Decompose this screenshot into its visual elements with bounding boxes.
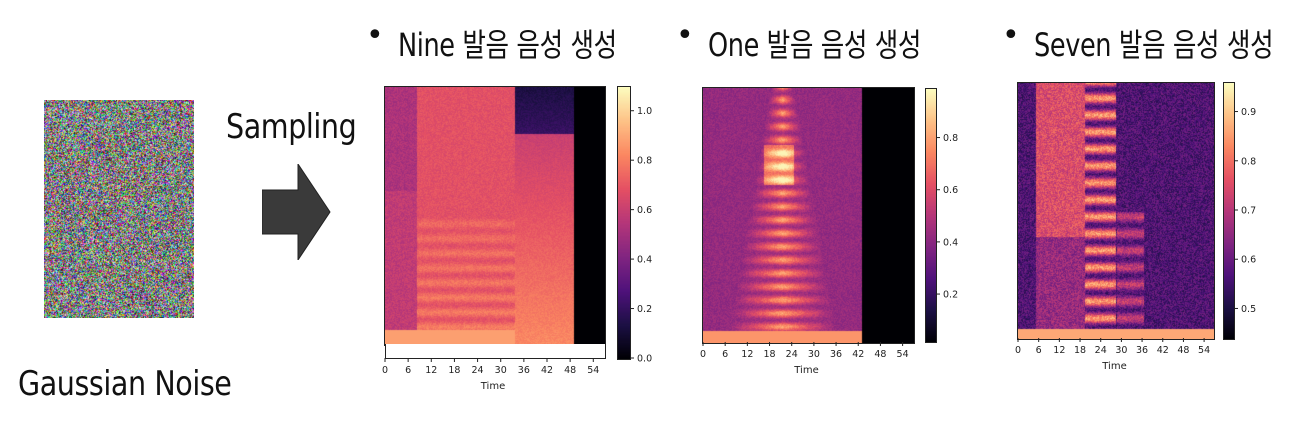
gaussian-noise-image bbox=[44, 100, 194, 318]
panel-3-colorbar bbox=[1223, 82, 1235, 340]
x-tick-label: 18 bbox=[448, 365, 460, 376]
x-tick-label: 30 bbox=[808, 349, 820, 360]
x-axis-label: Time bbox=[1101, 361, 1126, 372]
panel-2-colorbar-axis: 0.8 0.6 0.4 0.2 bbox=[936, 133, 958, 301]
panel-2-bullet: • bbox=[676, 18, 694, 53]
x-tick-label: 18 bbox=[1074, 345, 1086, 356]
colorbar-tick-label: 0.6 bbox=[943, 185, 958, 196]
x-tick-label: 24 bbox=[472, 365, 484, 376]
x-tick-label: 0 bbox=[700, 349, 706, 360]
x-tick-label: 48 bbox=[564, 365, 576, 376]
panel-3-bullet: • bbox=[1002, 18, 1020, 53]
colorbar-tick-label: 0.2 bbox=[637, 304, 652, 315]
x-tick-label: 18 bbox=[763, 349, 775, 360]
panel-1-blank-strip bbox=[385, 344, 606, 359]
panel-1-colorbar-axis: 1.0 0.8 0.6 0.4 0.2 0.0 bbox=[630, 106, 652, 365]
x-tick-label: 30 bbox=[1115, 345, 1127, 356]
x-tick-label: 36 bbox=[518, 365, 530, 376]
x-tick-label: 0 bbox=[382, 365, 388, 376]
panel-2-title: One 발음 음성 생성 bbox=[708, 26, 922, 64]
gaussian-noise-label: Gaussian Noise bbox=[18, 364, 232, 404]
x-axis-label: Time bbox=[793, 365, 818, 376]
colorbar-tick-label: 0.8 bbox=[1241, 156, 1256, 167]
colorbar-tick-label: 0.7 bbox=[1241, 206, 1256, 217]
colorbar-tick-label: 0.6 bbox=[1241, 255, 1256, 266]
x-tick-label: 24 bbox=[1095, 345, 1107, 356]
x-tick-label: 12 bbox=[741, 349, 753, 360]
x-tick-label: 6 bbox=[1036, 345, 1042, 356]
right-arrow-icon bbox=[262, 164, 331, 260]
colorbar-tick-label: 0.8 bbox=[943, 133, 958, 144]
panel-1-x-axis: 0 6 12 18 24 30 36 42 48 54 Time bbox=[382, 358, 599, 392]
x-tick-label: 12 bbox=[1053, 345, 1065, 356]
x-tick-label: 0 bbox=[1015, 345, 1021, 356]
sampling-label: Sampling bbox=[226, 107, 357, 147]
colorbar-tick-label: 0.4 bbox=[943, 237, 958, 248]
panel-2-x-axis: 0 6 12 18 24 30 36 42 48 54 Time bbox=[700, 342, 909, 376]
colorbar-tick-label: 0.4 bbox=[637, 255, 652, 266]
panel-1-title: Nine 발음 음성 생성 bbox=[398, 26, 617, 64]
colorbar-tick-label: 0.8 bbox=[637, 156, 652, 167]
x-tick-label: 54 bbox=[1198, 345, 1210, 356]
colorbar-tick-label: 0.6 bbox=[637, 205, 652, 216]
colorbar-tick-label: 0.9 bbox=[1241, 107, 1256, 118]
x-axis-label: Time bbox=[480, 381, 505, 392]
x-tick-label: 54 bbox=[897, 349, 909, 360]
colorbar-tick-label: 0.2 bbox=[943, 290, 958, 301]
x-tick-label: 42 bbox=[852, 349, 864, 360]
panel-2-spectrogram bbox=[702, 87, 915, 344]
x-tick-label: 6 bbox=[722, 349, 728, 360]
x-tick-label: 12 bbox=[425, 365, 437, 376]
x-tick-label: 42 bbox=[541, 365, 553, 376]
x-tick-label: 54 bbox=[587, 365, 599, 376]
panel-1-bullet: • bbox=[366, 18, 384, 53]
x-tick-label: 6 bbox=[405, 365, 411, 376]
panel-3-title: Seven 발음 음성 생성 bbox=[1034, 26, 1274, 64]
x-tick-label: 36 bbox=[1136, 345, 1148, 356]
panel-1-spectrogram bbox=[384, 86, 606, 346]
x-tick-label: 30 bbox=[495, 365, 507, 376]
x-tick-label: 42 bbox=[1157, 345, 1169, 356]
panel-3-colorbar-axis: 0.9 0.8 0.7 0.6 0.5 bbox=[1234, 107, 1256, 315]
colorbar-tick-label: 1.0 bbox=[637, 106, 652, 117]
colorbar-tick-label: 0.5 bbox=[1241, 304, 1256, 315]
x-tick-label: 24 bbox=[786, 349, 798, 360]
x-tick-label: 48 bbox=[1177, 345, 1189, 356]
panel-1-colorbar bbox=[617, 86, 631, 360]
x-tick-label: 48 bbox=[874, 349, 886, 360]
colorbar-tick-label: 0.0 bbox=[637, 354, 652, 365]
panel-3-x-axis: 0 6 12 18 24 30 36 42 48 54 Time bbox=[1015, 338, 1210, 372]
panel-2-colorbar bbox=[925, 88, 937, 343]
x-tick-label: 36 bbox=[830, 349, 842, 360]
panel-3-spectrogram bbox=[1017, 82, 1215, 340]
